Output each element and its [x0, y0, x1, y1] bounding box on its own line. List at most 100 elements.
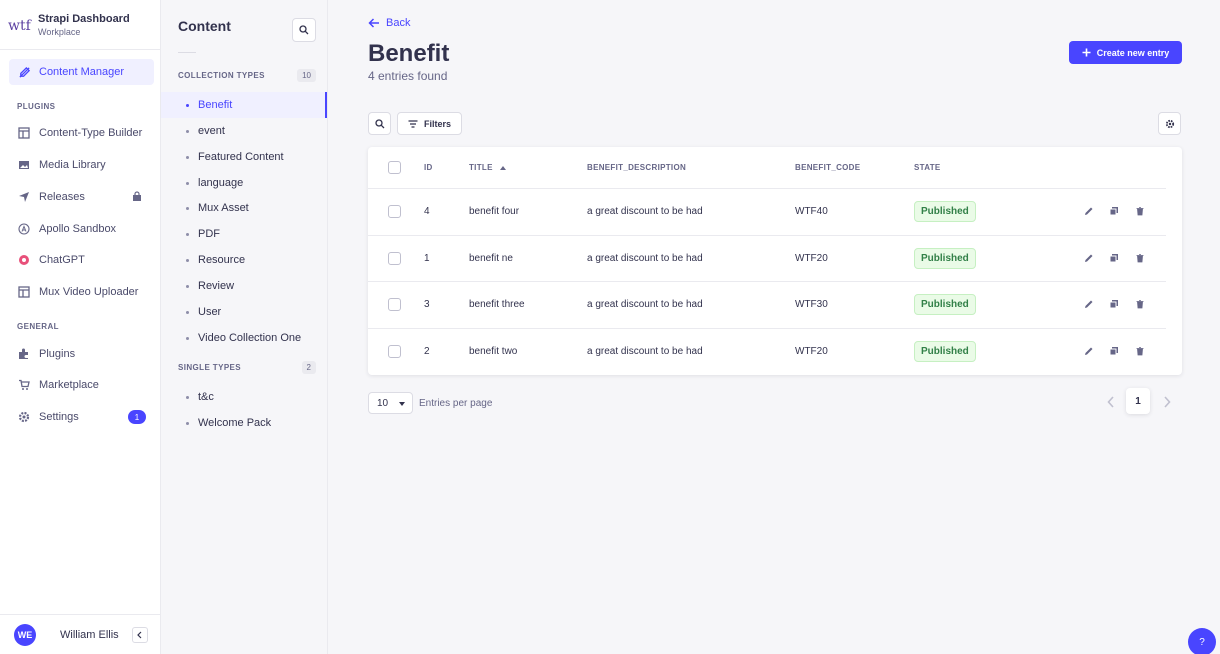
- duplicate-button[interactable]: [1108, 345, 1120, 357]
- delete-button[interactable]: [1134, 345, 1146, 357]
- column-benefit-description[interactable]: BENEFIT_DESCRIPTION: [587, 163, 687, 172]
- general-section-label: GENERAL: [17, 322, 59, 331]
- filters-button[interactable]: Filters: [397, 112, 462, 135]
- subnav-item-mux-asset[interactable]: Mux Asset: [161, 195, 327, 221]
- cell-title: benefit ne: [469, 253, 513, 264]
- status-badge: Published: [914, 201, 976, 222]
- cell-code: WTF40: [795, 206, 828, 217]
- nav-content-manager-label: Content Manager: [39, 66, 124, 78]
- edit-button[interactable]: [1083, 298, 1095, 310]
- subnav-item-label: event: [198, 125, 225, 137]
- nav-content-type-builder[interactable]: Content-Type Builder: [9, 120, 154, 146]
- edit-button[interactable]: [1083, 205, 1095, 217]
- bullet: [186, 284, 189, 288]
- row-checkbox[interactable]: [388, 298, 401, 311]
- cell-id: 3: [424, 299, 430, 310]
- row-checkbox[interactable]: [388, 252, 401, 265]
- row-checkbox[interactable]: [388, 205, 401, 218]
- chevron-left-icon: [1107, 396, 1114, 408]
- nav-marketplace[interactable]: Marketplace: [9, 372, 154, 398]
- collapse-nav-button[interactable]: [132, 627, 148, 643]
- puzzle-icon: [17, 347, 31, 361]
- column-state[interactable]: STATE: [914, 163, 941, 172]
- trash-icon: [1136, 207, 1144, 216]
- table-search-button[interactable]: [368, 112, 391, 135]
- next-page-button[interactable]: [1160, 395, 1174, 409]
- logo-text: wtf: [8, 18, 32, 34]
- entries-per-page-select[interactable]: 10: [368, 392, 413, 414]
- page-1-button[interactable]: 1: [1126, 388, 1150, 414]
- subnav-item-welcome-pack[interactable]: Welcome Pack: [161, 410, 327, 436]
- subnav-item-user[interactable]: User: [161, 299, 327, 325]
- bullet: [186, 129, 189, 133]
- subnav-item-event[interactable]: event: [161, 118, 327, 144]
- pencil-icon: [1085, 347, 1093, 355]
- brand[interactable]: wtf Strapi Dashboard Workplace: [0, 0, 160, 50]
- entries-count: 4 entries found: [368, 69, 448, 83]
- help-button[interactable]: ?: [1188, 628, 1216, 654]
- back-link[interactable]: Back: [368, 17, 410, 29]
- chatgpt-icon: [17, 253, 31, 267]
- column-title[interactable]: TITLE: [469, 163, 506, 172]
- delete-button[interactable]: [1134, 205, 1146, 217]
- subnav-item-pdf[interactable]: PDF: [161, 221, 327, 247]
- nav-plugins[interactable]: Plugins: [9, 341, 154, 367]
- nav-settings[interactable]: Settings 1: [9, 404, 154, 430]
- nav-releases[interactable]: Releases: [9, 184, 154, 210]
- subnav-item-review[interactable]: Review: [161, 273, 327, 299]
- cell-code: WTF20: [795, 253, 828, 264]
- single-types-header[interactable]: SINGLE TYPES 2: [178, 361, 316, 374]
- filters-label: Filters: [423, 118, 451, 129]
- table-row[interactable]: 4 benefit four a great discount to be ha…: [368, 188, 1182, 235]
- status-badge: Published: [914, 248, 976, 269]
- avatar[interactable]: WE: [14, 623, 36, 646]
- select-all-checkbox[interactable]: [388, 161, 401, 174]
- edit-button[interactable]: [1083, 345, 1095, 357]
- create-new-entry-button[interactable]: Create new entry: [1069, 41, 1182, 64]
- nav-label: Plugins: [39, 348, 76, 360]
- table-row[interactable]: 3 benefit three a great discount to be h…: [368, 281, 1182, 328]
- cell-description: a great discount to be had: [587, 253, 703, 264]
- duplicate-button[interactable]: [1108, 298, 1120, 310]
- subnav-item-label: Benefit: [198, 99, 233, 111]
- subnav-item-resource[interactable]: Resource: [161, 247, 327, 273]
- subnav-item-tc[interactable]: t&c: [161, 384, 327, 410]
- nav-media-library[interactable]: Media Library: [9, 152, 154, 178]
- delete-button[interactable]: [1134, 252, 1146, 264]
- chevron-left-icon: [137, 631, 142, 639]
- subnav-item-video-collection-one[interactable]: Video Collection One: [161, 325, 327, 351]
- nav-apollo-sandbox[interactable]: Apollo Sandbox: [9, 216, 154, 242]
- subnav-item-benefit[interactable]: Benefit: [161, 92, 327, 118]
- nav-label: Releases: [39, 191, 85, 203]
- plugins-section-label: PLUGINS: [17, 102, 56, 111]
- gear-icon: [17, 410, 31, 424]
- duplicate-button[interactable]: [1108, 205, 1120, 217]
- images-icon: [17, 158, 31, 172]
- nav-content-manager[interactable]: Content Manager: [9, 59, 154, 85]
- subnav-search-button[interactable]: [292, 18, 316, 42]
- table-row[interactable]: 1 benefit ne a great discount to be had …: [368, 235, 1182, 282]
- user-bar[interactable]: WE William Ellis: [0, 614, 160, 654]
- cell-description: a great discount to be had: [587, 299, 703, 310]
- subnav-item-language[interactable]: language: [161, 170, 327, 196]
- table-row[interactable]: 2 benefit two a great discount to be had…: [368, 328, 1182, 375]
- pencil-icon: [1085, 300, 1093, 308]
- nav-chatgpt[interactable]: ChatGPT: [9, 247, 154, 273]
- subnav-item-featured-content[interactable]: Featured Content: [161, 144, 327, 170]
- edit-button[interactable]: [1083, 252, 1095, 264]
- column-benefit-code[interactable]: BENEFIT_CODE: [795, 163, 861, 172]
- nav-label: Marketplace: [39, 379, 99, 391]
- cell-code: WTF20: [795, 346, 828, 357]
- delete-button[interactable]: [1134, 298, 1146, 310]
- duplicate-icon: [1109, 254, 1118, 263]
- nav-mux-video-uploader[interactable]: Mux Video Uploader: [9, 279, 154, 305]
- cell-id: 2: [424, 346, 430, 357]
- table-settings-button[interactable]: [1158, 112, 1181, 135]
- nav-label: ChatGPT: [39, 254, 85, 266]
- row-checkbox[interactable]: [388, 345, 401, 358]
- row-divider: [368, 235, 1166, 236]
- previous-page-button[interactable]: [1104, 395, 1118, 409]
- column-id[interactable]: ID: [424, 163, 433, 172]
- collection-types-header[interactable]: COLLECTION TYPES 10: [178, 69, 316, 82]
- duplicate-button[interactable]: [1108, 252, 1120, 264]
